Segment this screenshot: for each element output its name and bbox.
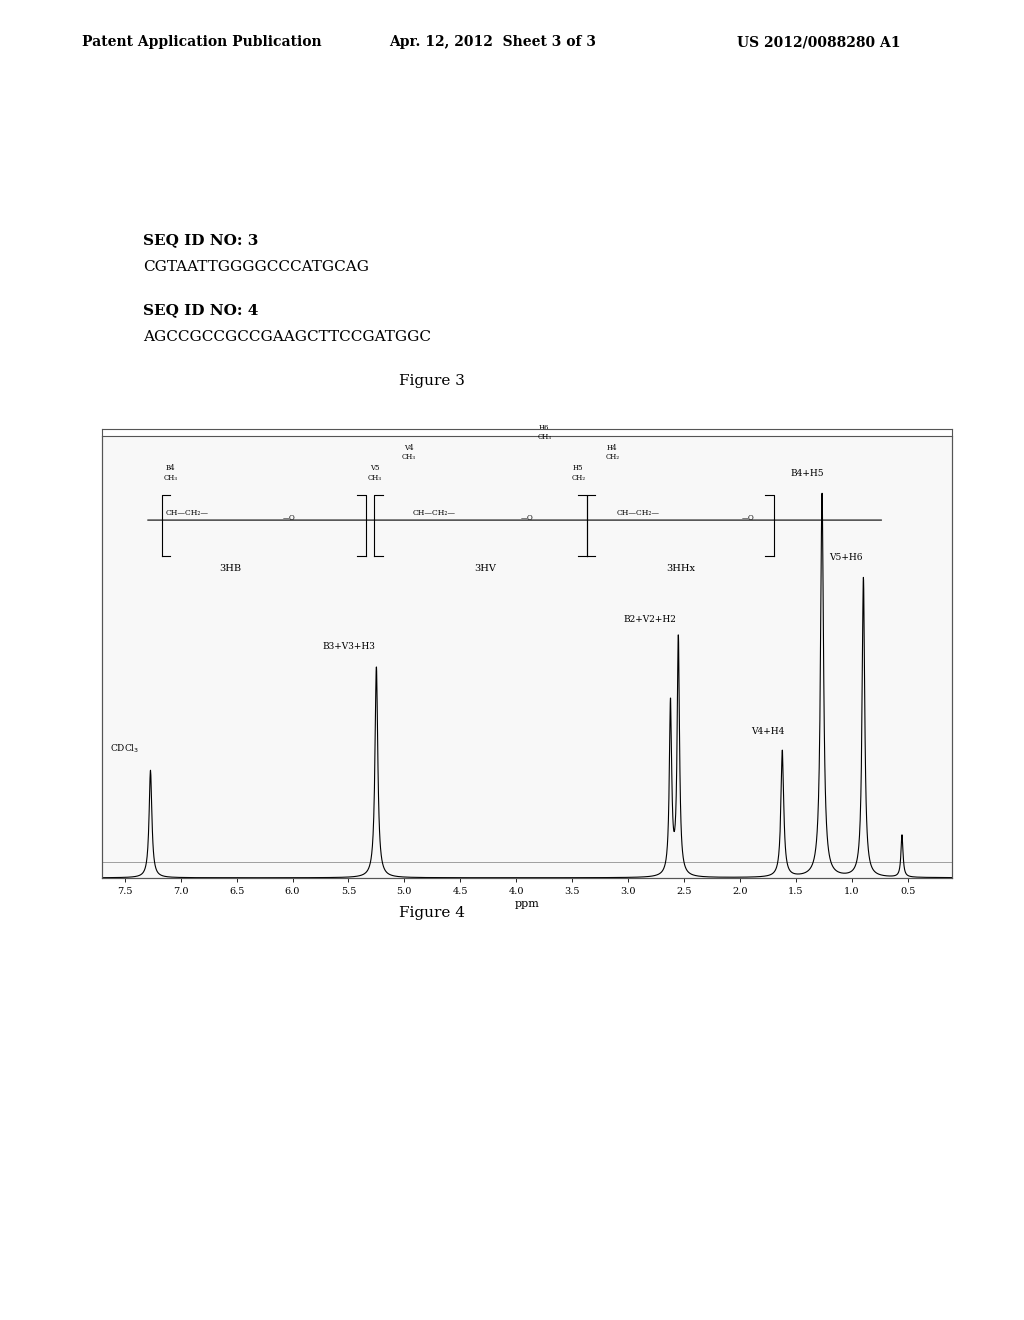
Text: SEQ ID NO: 4: SEQ ID NO: 4 <box>143 304 259 317</box>
Text: V4+H4: V4+H4 <box>752 726 784 735</box>
Text: B4
CH₃: B4 CH₃ <box>164 465 177 482</box>
Text: —O: —O <box>521 513 534 523</box>
Text: B3+V3+H3: B3+V3+H3 <box>322 642 375 651</box>
Text: Apr. 12, 2012  Sheet 3 of 3: Apr. 12, 2012 Sheet 3 of 3 <box>389 36 596 49</box>
Text: H6
CH₃: H6 CH₃ <box>538 424 551 441</box>
Text: CH—CH₂—: CH—CH₂— <box>166 510 209 517</box>
Text: 3HHx: 3HHx <box>666 564 695 573</box>
Text: Figure 4: Figure 4 <box>399 907 465 920</box>
Text: CGTAATTGGGGCCCATGCAG: CGTAATTGGGGCCCATGCAG <box>143 260 370 273</box>
Text: V5
CH₃: V5 CH₃ <box>368 465 381 482</box>
Text: —O: —O <box>283 513 296 523</box>
Text: Figure 3: Figure 3 <box>399 375 465 388</box>
Text: V5+H6: V5+H6 <box>829 553 863 562</box>
X-axis label: ppm: ppm <box>515 899 540 908</box>
Text: SEQ ID NO: 3: SEQ ID NO: 3 <box>143 234 259 247</box>
Text: CH—CH₂—: CH—CH₂— <box>616 510 659 517</box>
Text: B2+V2+H2: B2+V2+H2 <box>624 615 677 624</box>
Text: H4
CH₂: H4 CH₂ <box>605 444 620 462</box>
Text: CH—CH₂—: CH—CH₂— <box>413 510 456 517</box>
Text: —O: —O <box>742 513 755 523</box>
Text: B4+H5: B4+H5 <box>791 469 823 478</box>
Text: 3HV: 3HV <box>474 564 496 573</box>
Text: Patent Application Publication: Patent Application Publication <box>82 36 322 49</box>
Text: 3HB: 3HB <box>219 564 241 573</box>
Text: H5
CH₂: H5 CH₂ <box>571 465 586 482</box>
Text: AGCCGCCGCCGAAGCTTCCGATGGC: AGCCGCCGCCGAAGCTTCCGATGGC <box>143 330 431 343</box>
Text: V4
CH₃: V4 CH₃ <box>401 444 416 462</box>
Text: US 2012/0088280 A1: US 2012/0088280 A1 <box>737 36 901 49</box>
Text: CDCl$_3$: CDCl$_3$ <box>110 742 139 755</box>
